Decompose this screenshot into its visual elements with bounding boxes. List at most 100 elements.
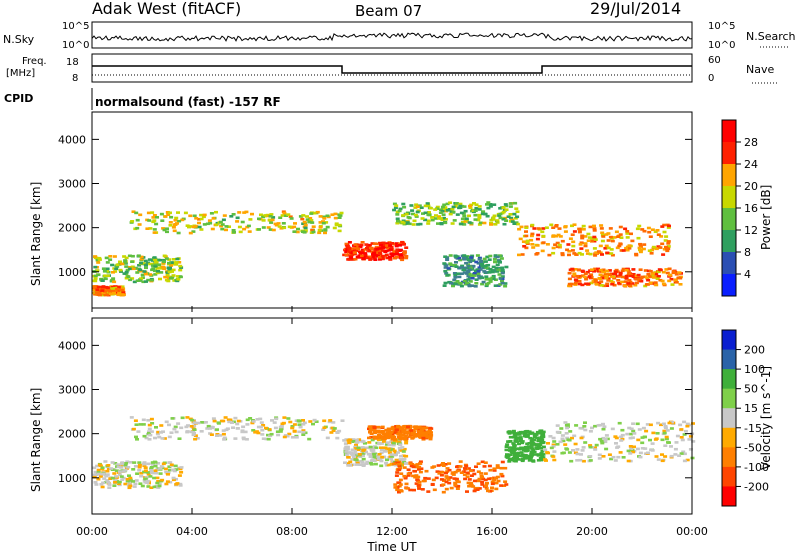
heatmap-cell <box>137 264 142 267</box>
heatmap-cell <box>279 227 284 230</box>
heatmap-cell <box>171 476 176 480</box>
heatmap-cell <box>593 238 598 241</box>
heatmap-cell <box>148 273 153 276</box>
heatmap-cell <box>685 424 690 428</box>
heatmap-cell <box>432 465 437 468</box>
heatmap-cell <box>478 221 483 225</box>
heatmap-cell <box>551 234 556 237</box>
heatmap-cell <box>517 442 521 446</box>
heatmap-cell <box>364 243 369 246</box>
heatmap-cell <box>459 211 464 215</box>
heatmap-cell <box>381 241 386 245</box>
heatmap-cell <box>133 465 138 468</box>
heatmap-cell <box>221 432 226 436</box>
heatmap-cell <box>602 276 607 280</box>
heatmap-cell <box>539 441 544 444</box>
heatmap-cell <box>438 217 443 220</box>
heatmap-cell <box>445 258 450 261</box>
heatmap-cell <box>117 480 122 484</box>
heatmap-cell <box>132 280 137 284</box>
heatmap-cell <box>492 469 497 472</box>
heatmap-cell <box>250 212 254 216</box>
heatmap-cell <box>596 424 601 427</box>
heatmap-cell <box>636 236 641 240</box>
heatmap-cell <box>180 416 185 420</box>
y-tick-label: 1000 <box>58 472 86 485</box>
heatmap-cell <box>173 464 178 468</box>
heatmap-cell <box>358 455 363 458</box>
heatmap-cell <box>397 481 402 484</box>
heatmap-cell <box>629 274 634 278</box>
heatmap-cell <box>105 261 110 264</box>
heatmap-cell <box>543 448 548 452</box>
heatmap-cell <box>344 450 349 453</box>
heatmap-cell <box>568 237 573 240</box>
heatmap-cell <box>449 281 454 285</box>
heatmap-cell <box>205 427 210 430</box>
heatmap-cell <box>669 445 673 448</box>
nsearch-tick-bottom: 10^0 <box>708 40 735 51</box>
heatmap-cell <box>183 211 188 215</box>
heatmap-cell <box>480 460 485 464</box>
heatmap-cell <box>608 273 612 276</box>
heatmap-cell <box>167 267 172 271</box>
heatmap-cell <box>160 265 165 269</box>
heatmap-cell <box>625 232 630 235</box>
heatmap-cell <box>545 451 550 454</box>
heatmap-cell <box>103 460 108 463</box>
heatmap-cell <box>419 467 424 470</box>
heatmap-cell <box>646 283 650 286</box>
heatmap-cell <box>514 452 519 455</box>
heatmap-cell <box>613 459 618 462</box>
heatmap-cell <box>396 424 400 428</box>
heatmap-cell <box>392 242 397 246</box>
heatmap-cell <box>544 226 549 229</box>
heatmap-cell <box>441 464 446 467</box>
heatmap-cell <box>428 437 433 441</box>
heatmap-cell <box>588 445 593 449</box>
heatmap-cell <box>354 438 359 442</box>
heatmap-cell <box>407 435 412 438</box>
heatmap-cell <box>610 282 615 286</box>
heatmap-cell <box>534 433 539 436</box>
heatmap-cell <box>594 251 599 254</box>
heatmap-cell <box>472 489 477 493</box>
heatmap-cell <box>479 259 484 263</box>
colorbar-segment <box>722 486 736 507</box>
heatmap-cell <box>105 469 110 473</box>
heatmap-cell <box>459 284 464 288</box>
heatmap-cell <box>613 270 618 273</box>
heatmap-cell <box>100 466 105 469</box>
heatmap-cell <box>296 419 301 422</box>
heatmap-cell <box>670 420 674 424</box>
heatmap-cell <box>222 436 227 440</box>
heatmap-cell <box>588 430 593 433</box>
heatmap-cell <box>122 255 127 258</box>
heatmap-cell <box>105 269 109 273</box>
heatmap-cell <box>557 227 562 230</box>
heatmap-cell <box>567 284 572 288</box>
heatmap-cell <box>688 448 693 451</box>
heatmap-cell <box>372 426 377 430</box>
heatmap-cell <box>520 253 525 256</box>
heatmap-cell <box>311 225 316 228</box>
heatmap-cell <box>168 276 173 280</box>
heatmap-cell <box>224 225 229 228</box>
heatmap-cell <box>638 268 643 271</box>
heatmap-cell <box>558 440 563 444</box>
heatmap-cell <box>513 217 518 220</box>
heatmap-cell <box>503 480 508 483</box>
heatmap-cell <box>342 253 347 257</box>
heatmap-cell <box>570 267 575 271</box>
heatmap-cell <box>508 453 513 456</box>
heatmap-cell <box>380 425 385 429</box>
heatmap-cell <box>553 243 558 246</box>
heatmap-cell <box>572 252 577 255</box>
heatmap-cell <box>274 417 279 421</box>
heatmap-cell <box>176 211 180 214</box>
heatmap-cell <box>498 216 503 220</box>
heatmap-cell <box>634 252 639 256</box>
heatmap-cell <box>468 266 473 270</box>
heatmap-cell <box>616 235 621 238</box>
